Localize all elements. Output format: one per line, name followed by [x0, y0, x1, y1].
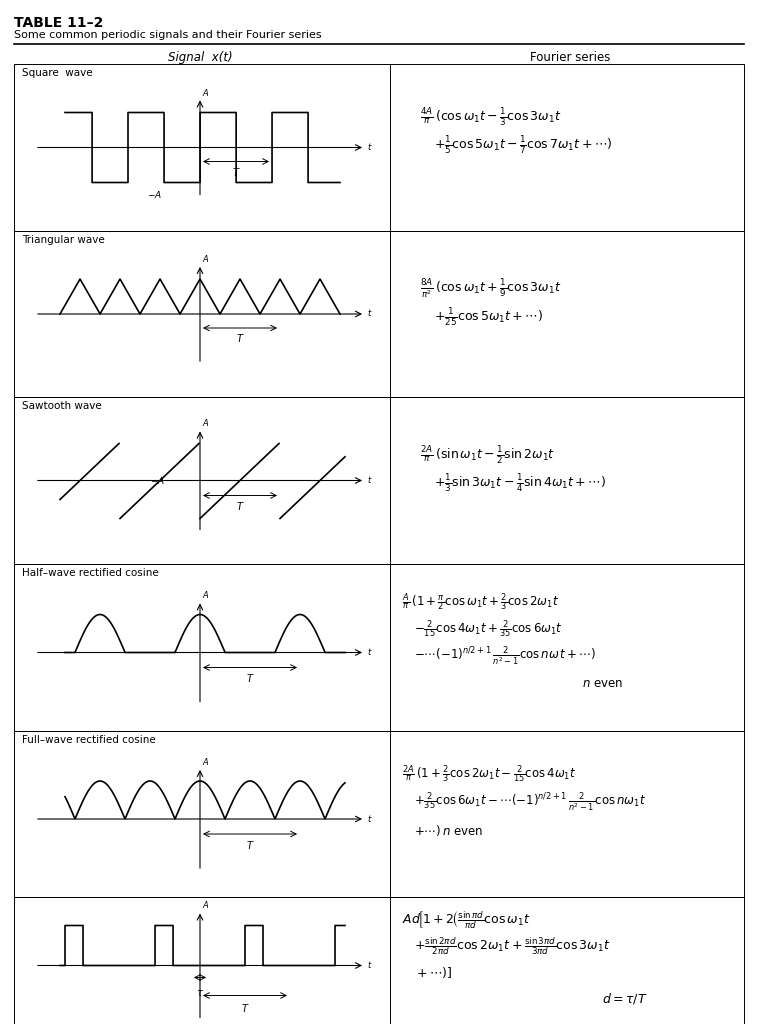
Bar: [14, 564, 744, 731]
Text: t: t: [367, 309, 370, 318]
Text: $\frac{2A}{\pi}\,(\sin\omega_1 t - \frac{1}{2}\sin 2\omega_1 t$: $\frac{2A}{\pi}\,(\sin\omega_1 t - \frac…: [420, 444, 556, 467]
Text: Sawtooth wave: Sawtooth wave: [22, 401, 102, 411]
Text: $- \frac{2}{15}\cos 4\omega_1 t + \frac{2}{35}\cos 6\omega_1 t$: $- \frac{2}{15}\cos 4\omega_1 t + \frac{…: [414, 618, 563, 640]
Text: Fourier series: Fourier series: [530, 51, 610, 63]
Text: $\frac{8A}{\pi^2}\,(\cos\omega_1 t + \frac{1}{9}\cos 3\omega_1 t$: $\frac{8A}{\pi^2}\,(\cos\omega_1 t + \fr…: [420, 278, 562, 301]
Text: $+ \frac{1}{3}\sin 3\omega_1 t - \frac{1}{4}\sin 4\omega_1 t + \cdots)$: $+ \frac{1}{3}\sin 3\omega_1 t - \frac{1…: [434, 472, 606, 495]
Text: $T$: $T$: [246, 839, 254, 851]
Text: Half–wave rectified cosine: Half–wave rectified cosine: [22, 568, 158, 578]
Text: $\tau$: $\tau$: [196, 987, 204, 997]
Text: A: A: [202, 420, 208, 428]
Text: $n$ even: $n$ even: [582, 677, 623, 690]
Text: $-A$: $-A$: [148, 188, 162, 200]
Text: A: A: [202, 255, 208, 264]
Text: $T$: $T$: [236, 501, 244, 512]
Text: t: t: [367, 961, 370, 970]
Text: $+ \frac{\sin 2\pi d}{2\pi d}\cos 2\omega_1 t + \frac{\sin 3\pi d}{3\pi d}\cos 3: $+ \frac{\sin 2\pi d}{2\pi d}\cos 2\omeg…: [414, 936, 611, 957]
Text: $d = \tau/T$: $d = \tau/T$: [602, 991, 647, 1006]
Text: $T$: $T$: [236, 332, 244, 344]
Bar: [14, 63, 744, 231]
Bar: [14, 231, 744, 397]
Text: $\left.\left. + \cdots\right)\right]$: $\left.\left. + \cdots\right)\right]$: [414, 965, 453, 980]
Text: t: t: [367, 143, 370, 152]
Text: A: A: [202, 88, 208, 97]
Text: $+ \frac{2}{35}\cos 6\omega_1 t - \cdots(-1)^{n/2+1}\,\frac{2}{n^2-1}\cos n\omeg: $+ \frac{2}{35}\cos 6\omega_1 t - \cdots…: [414, 791, 646, 814]
Text: A: A: [202, 901, 208, 910]
Text: t: t: [367, 814, 370, 823]
Text: $T$: $T$: [232, 166, 240, 177]
Text: $+ \frac{1}{5}\cos 5\omega_1 t - \frac{1}{7}\cos 7\omega_1 t + \cdots)$: $+ \frac{1}{5}\cos 5\omega_1 t - \frac{1…: [434, 134, 612, 157]
Text: $+ \frac{1}{25}\cos 5\omega_1 t + \cdots)$: $+ \frac{1}{25}\cos 5\omega_1 t + \cdots…: [434, 306, 543, 328]
Text: $- \cdots(-1)^{n/2+1}\,\frac{2}{n^2-1}\cos n\omega\, t + \cdots)$: $- \cdots(-1)^{n/2+1}\,\frac{2}{n^2-1}\c…: [414, 645, 597, 668]
Text: $T$: $T$: [241, 1001, 249, 1014]
Text: $T$: $T$: [246, 673, 254, 684]
Text: $Ad\!\left[1 + 2\!\left(\frac{\sin\pi d}{\pi d}\cos\omega_1 t\right.\right.$: $Ad\!\left[1 + 2\!\left(\frac{\sin\pi d}…: [402, 909, 531, 932]
Text: Square  wave: Square wave: [22, 68, 92, 78]
Text: Signal  x(t): Signal x(t): [168, 51, 232, 63]
Text: $+ \cdots)\, n$ even: $+ \cdots)\, n$ even: [414, 822, 483, 838]
Text: $-A$: $-A$: [150, 475, 165, 486]
Text: TABLE 11–2: TABLE 11–2: [14, 16, 103, 30]
Text: A: A: [202, 758, 208, 767]
Bar: [14, 731, 744, 897]
Text: $\frac{4A}{\pi}\,(\cos\omega_1 t - \frac{1}{3}\cos 3\omega_1 t$: $\frac{4A}{\pi}\,(\cos\omega_1 t - \frac…: [420, 106, 562, 128]
Text: t: t: [367, 476, 370, 485]
Text: $\frac{A}{\pi}\,(1 + \frac{\pi}{2}\cos\omega_1 t + \frac{2}{3}\cos 2\omega_1 t$: $\frac{A}{\pi}\,(1 + \frac{\pi}{2}\cos\o…: [402, 592, 559, 613]
Text: $\frac{2A}{\pi}\,(1 + \frac{2}{3}\cos 2\omega_1 t - \frac{2}{15}\cos 4\omega_1 t: $\frac{2A}{\pi}\,(1 + \frac{2}{3}\cos 2\…: [402, 763, 577, 784]
Text: t: t: [367, 648, 370, 657]
Text: Some common periodic signals and their Fourier series: Some common periodic signals and their F…: [14, 30, 321, 40]
Bar: [14, 897, 744, 1024]
Text: Triangular wave: Triangular wave: [22, 234, 105, 245]
Bar: [14, 397, 744, 564]
Text: Full–wave rectified cosine: Full–wave rectified cosine: [22, 735, 155, 745]
Text: A: A: [202, 592, 208, 600]
